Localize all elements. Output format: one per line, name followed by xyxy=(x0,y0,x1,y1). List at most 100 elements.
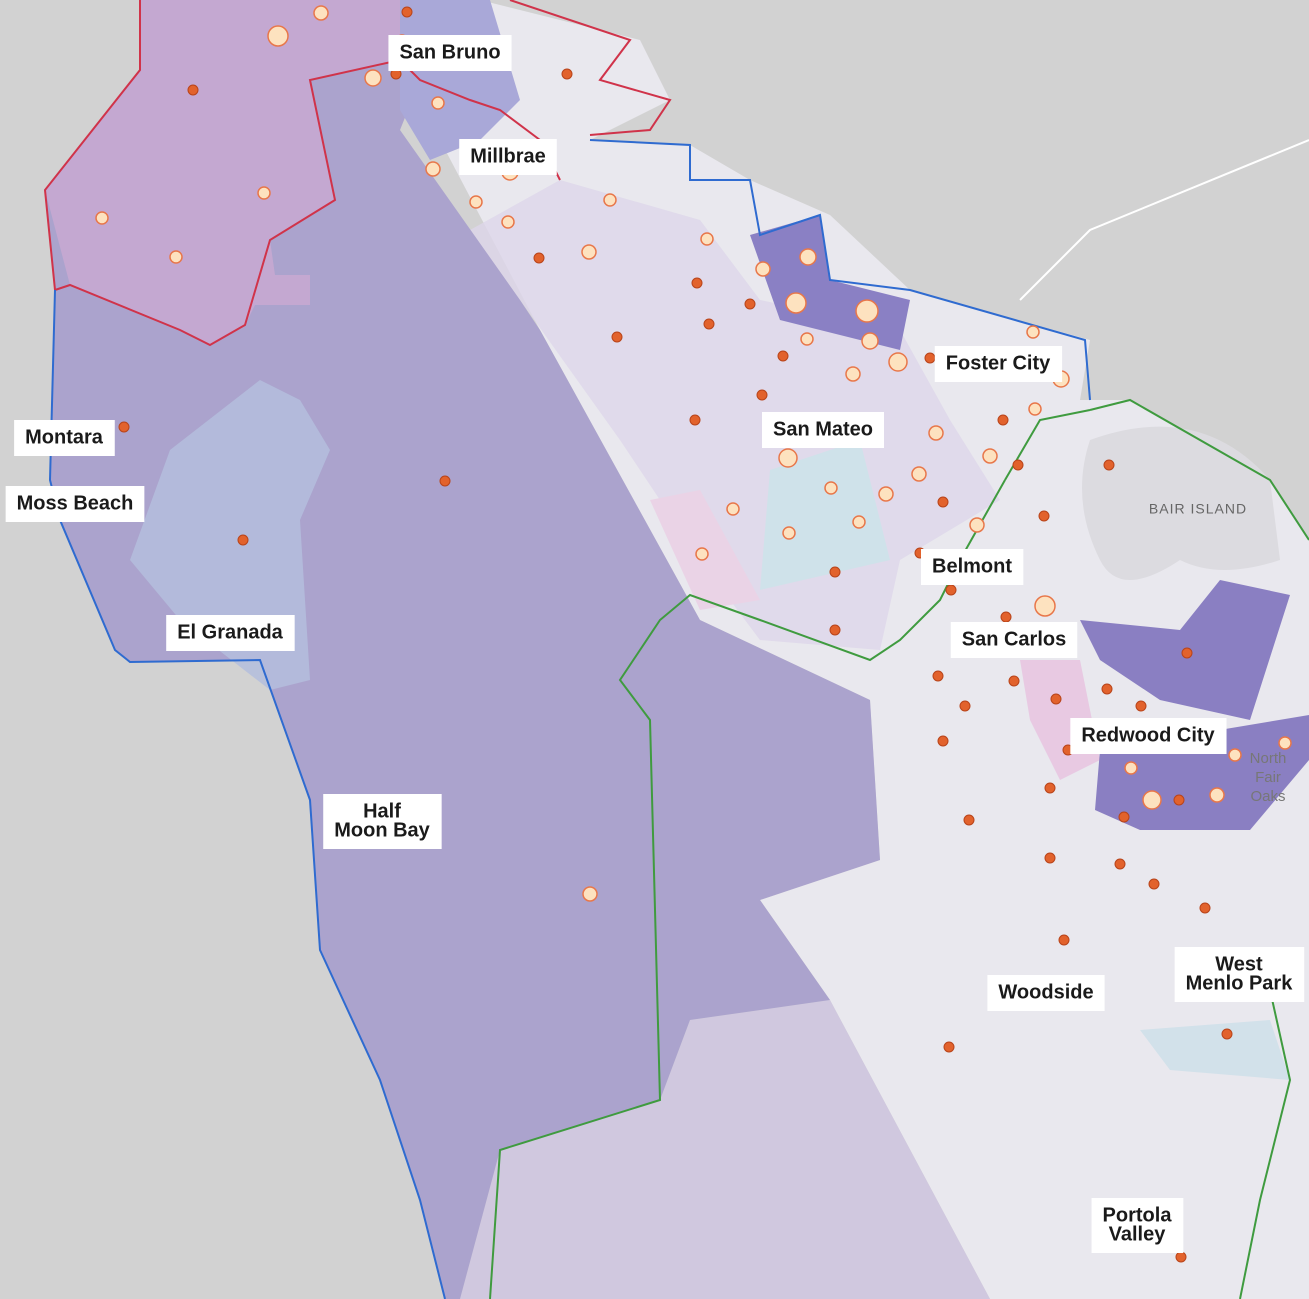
bair-island xyxy=(1082,426,1280,580)
marker xyxy=(1012,459,1024,471)
marker xyxy=(118,421,130,433)
marker xyxy=(1044,782,1056,794)
label-box xyxy=(388,35,512,71)
marker xyxy=(1142,790,1162,810)
marker xyxy=(1124,761,1138,775)
marker xyxy=(1228,748,1242,762)
marker xyxy=(1135,700,1147,712)
place-label: San Bruno xyxy=(388,35,512,71)
marker xyxy=(431,96,445,110)
marker xyxy=(1026,325,1040,339)
label-box xyxy=(921,549,1024,585)
marker xyxy=(703,318,715,330)
marker xyxy=(1173,794,1185,806)
place-name: West xyxy=(1215,953,1263,975)
label-box xyxy=(950,622,1078,658)
place-name: San Bruno xyxy=(399,41,500,63)
marker xyxy=(959,700,971,712)
place-name: San Carlos xyxy=(962,628,1066,650)
place-label: Montara xyxy=(14,420,115,456)
place-label: El Granada xyxy=(166,615,295,651)
marker xyxy=(945,584,957,596)
marker xyxy=(1050,693,1062,705)
marker xyxy=(1044,852,1056,864)
marker xyxy=(878,486,894,502)
marker xyxy=(778,448,798,468)
label-box xyxy=(1091,1198,1184,1253)
marker xyxy=(469,195,483,209)
marker xyxy=(501,215,515,229)
marker xyxy=(313,5,329,21)
marker xyxy=(1199,902,1211,914)
marker xyxy=(611,331,623,343)
label-box xyxy=(987,975,1105,1011)
marker xyxy=(401,6,413,18)
label-box xyxy=(1174,947,1305,1002)
marker xyxy=(888,352,908,372)
labels: Pacifica San Bruno Millbrae Foster City San … xyxy=(5,0,1305,1253)
district-boundary xyxy=(589,139,1091,401)
label-box xyxy=(323,794,442,849)
place-label: Millbrae xyxy=(459,139,557,175)
marker xyxy=(1175,1251,1187,1263)
place-label: Foster City xyxy=(934,346,1063,382)
marker xyxy=(95,211,109,225)
bridge xyxy=(1019,139,1309,301)
marker xyxy=(187,84,199,96)
marker xyxy=(855,299,879,323)
county-boundary xyxy=(509,0,672,136)
label-box xyxy=(761,412,885,448)
marker xyxy=(1008,675,1020,687)
label-box xyxy=(1070,718,1227,754)
marker xyxy=(861,332,879,350)
place-label: BAIR ISLAND xyxy=(1149,501,1247,517)
marker xyxy=(997,414,1009,426)
marker xyxy=(1209,787,1225,803)
label-box xyxy=(934,346,1063,382)
label-box xyxy=(459,139,557,175)
marker xyxy=(533,252,545,264)
marker xyxy=(1000,611,1012,623)
place-name: Woodside xyxy=(998,981,1093,1003)
marker xyxy=(911,466,927,482)
place-name: Fair xyxy=(1255,769,1281,786)
marker xyxy=(744,298,756,310)
marker xyxy=(932,670,944,682)
marker xyxy=(1118,811,1130,823)
marker xyxy=(777,350,789,362)
marker xyxy=(364,69,382,87)
marker xyxy=(561,68,573,80)
marker xyxy=(169,250,183,264)
place-name: Moss Beach xyxy=(17,492,134,514)
place-name: BAIR ISLAND xyxy=(1149,501,1247,517)
marker xyxy=(829,624,841,636)
marker xyxy=(1181,647,1193,659)
marker xyxy=(582,886,598,902)
marker xyxy=(799,248,817,266)
district-boundary xyxy=(489,479,1006,1299)
marker xyxy=(691,277,703,289)
place-name: Redwood City xyxy=(1081,724,1215,746)
marker xyxy=(969,517,985,533)
marker xyxy=(1028,402,1042,416)
marker xyxy=(1221,1028,1233,1040)
place-label: San Carlos xyxy=(950,622,1078,658)
marker xyxy=(237,534,249,546)
place-label: Redwood City xyxy=(1070,718,1227,754)
marker xyxy=(782,526,796,540)
marker xyxy=(928,425,944,441)
marker xyxy=(937,735,949,747)
marker xyxy=(982,448,998,464)
place-name: Foster City xyxy=(946,352,1051,374)
marker xyxy=(581,244,597,260)
place-label: Belmont xyxy=(921,549,1024,585)
place-label: Moss Beach xyxy=(5,486,145,522)
label-box xyxy=(166,615,295,651)
marker xyxy=(1114,858,1126,870)
marker xyxy=(755,261,771,277)
place-name: Menlo Park xyxy=(1186,972,1294,994)
